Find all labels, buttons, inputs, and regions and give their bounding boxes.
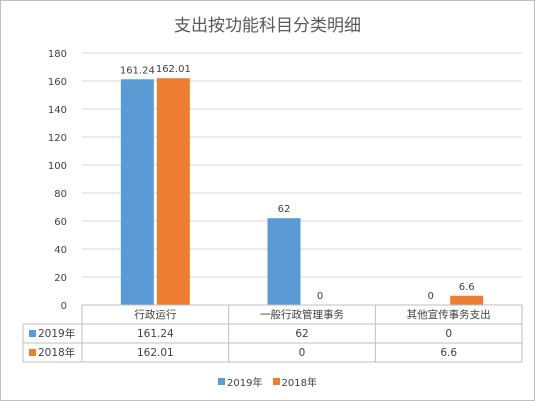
y-tick-label-0: 0 [61,301,67,312]
y-tick-label-160: 160 [48,77,67,88]
legend-label-2018: 2018年 [281,378,317,389]
table-cell-2019-2: 0 [445,328,452,340]
bar-2019-0 [120,79,154,305]
y-tick-label-140: 140 [48,105,67,116]
bar-2018-2 [450,295,484,305]
data-label-2018-1: 0 [317,291,323,302]
table-cell-2018-0: 162.01 [137,347,174,359]
data-label-2019-0: 161.24 [120,65,155,76]
table-cell-2018-2: 6.6 [440,347,457,359]
data-label-2018-2: 6.6 [459,282,475,293]
legend-item-2018: 2018年 [272,374,317,389]
legend: 2019年 2018年 [1,374,534,389]
legend-item-2019: 2019年 [218,374,263,389]
x-tick-label-0: 行政运行 [134,308,176,321]
bar-2018-0 [156,78,190,305]
bar-2019-1 [267,218,301,305]
table-cell-2019-0: 161.24 [137,328,174,340]
legend-swatch-2018 [272,378,280,385]
y-tick-label-60: 60 [54,217,67,228]
table-swatch-2018 [29,349,36,356]
legend-swatch-2019 [218,378,226,385]
data-label-2018-0: 162.01 [156,64,191,75]
y-tick-label-100: 100 [48,161,67,172]
y-tick-label-180: 180 [48,49,67,60]
data-label-2019-1: 62 [278,204,291,215]
x-tick-label-1: 一般行政管理事务 [260,308,344,321]
y-tick-label-80: 80 [54,189,67,200]
table-cell-2018-1: 0 [299,347,306,359]
table-cell-2019-1: 62 [295,328,308,340]
chart-title: 支出按功能科目分类明细 [174,16,361,36]
x-tick-label-2: 其他宣传事务支出 [407,308,491,321]
legend-label-2019: 2019年 [227,378,263,389]
table-row-label-2019: 2019年 [38,327,75,340]
y-tick-label-40: 40 [54,245,67,256]
data-label-2019-2: 0 [427,291,433,302]
table-row-label-2018: 2018年 [38,346,75,359]
y-tick-label-120: 120 [48,133,67,144]
table-swatch-2019 [29,330,36,337]
y-tick-label-20: 20 [54,273,67,284]
